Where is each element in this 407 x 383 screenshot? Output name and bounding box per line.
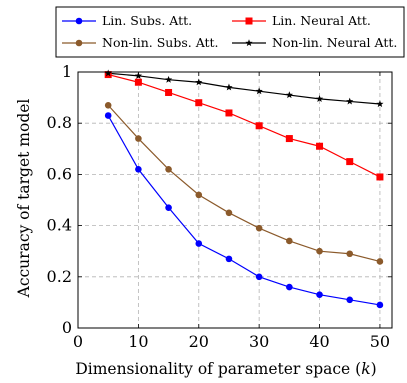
x-axis-title: Dimensionality of parameter space (k): [75, 360, 376, 378]
y-tick-label: 0.8: [47, 113, 72, 132]
y-tick-label: 0.6: [47, 164, 72, 183]
data-points: [104, 69, 384, 309]
axis-ticks: [77, 71, 392, 329]
data-point: [376, 173, 384, 181]
series-line: [107, 115, 381, 306]
x-tick-labels: 0 10 20 30 40 50: [73, 332, 390, 351]
data-point: [195, 240, 203, 247]
y-tick-labels: 0 0.2 0.4 0.6 0.8 1: [47, 62, 72, 337]
y-tick-label: 1: [62, 62, 72, 81]
x-tick-label: 30: [249, 332, 269, 351]
data-point: [225, 109, 233, 117]
data-point: [316, 142, 324, 150]
data-point: [315, 95, 324, 102]
data-point: [255, 122, 263, 130]
data-point: [316, 247, 323, 255]
legend-entries: Lin. Subs. Att. Lin. Neural Att. Non-lin. …: [62, 13, 397, 50]
data-point: [225, 255, 233, 263]
data-point: [255, 87, 263, 95]
data-point: [346, 296, 354, 304]
data-point: [376, 301, 384, 309]
data-point: [164, 75, 173, 83]
plot-frame: [77, 71, 393, 329]
legend-marker: [245, 17, 253, 25]
x-tick-label: 50: [370, 332, 390, 351]
data-point: [286, 283, 293, 291]
data-point: [135, 165, 142, 173]
data-point: [346, 158, 354, 166]
data-point: [165, 204, 172, 211]
data-point: [134, 78, 142, 86]
x-tick-label: 0: [73, 332, 83, 351]
series-line: [108, 73, 381, 178]
legend-marker: [75, 39, 83, 47]
data-point: [285, 91, 293, 99]
legend: Lin. Subs. Att. Lin. Neural Att. Non-lin. …: [55, 6, 405, 58]
data-point: [195, 191, 203, 199]
data-point: [316, 291, 323, 299]
data-point: [165, 88, 173, 96]
data-point: [286, 237, 293, 245]
legend-marker: [245, 39, 253, 47]
legend-label: Non-lin. Neural Att.: [272, 35, 397, 50]
y-tick-label: 0.2: [47, 267, 72, 286]
x-tick-label: 20: [189, 332, 209, 351]
data-point: [165, 165, 172, 173]
legend-label: Lin. Neural Att.: [272, 13, 371, 28]
x-tick-label: 40: [309, 332, 329, 351]
data-point: [104, 69, 112, 77]
data-point: [135, 135, 142, 142]
y-axis-title: Accuracy of target model: [15, 99, 33, 299]
data-point: [346, 97, 354, 105]
data-point: [225, 209, 233, 217]
grid-lines: [78, 72, 392, 328]
legend-marker: [75, 17, 83, 25]
data-point: [376, 100, 384, 108]
series-line: [108, 72, 380, 105]
series-lines: [107, 72, 381, 306]
data-point: [346, 250, 354, 258]
data-point: [104, 112, 112, 119]
data-point: [104, 101, 112, 109]
data-point: [376, 258, 384, 265]
legend-label: Lin. Subs. Att.: [102, 13, 192, 28]
data-point: [255, 273, 263, 281]
y-tick-label: 0.4: [47, 216, 72, 235]
data-point: [195, 78, 203, 86]
data-point: [195, 99, 203, 107]
data-point: [255, 224, 263, 232]
legend-label: Non-lin. Subs. Att.: [102, 35, 219, 50]
legend-box: [55, 6, 405, 58]
x-tick-label: 10: [128, 332, 148, 351]
y-tick-label: 0: [62, 318, 72, 337]
series-line: [107, 104, 381, 263]
data-point: [285, 135, 293, 143]
data-point: [225, 83, 233, 91]
